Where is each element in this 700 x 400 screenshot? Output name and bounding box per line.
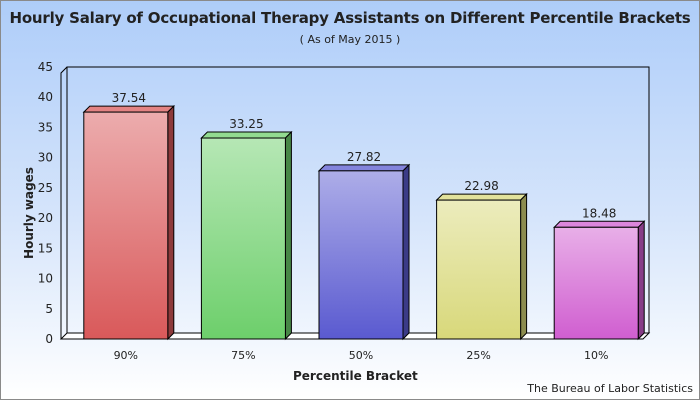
chart-title: Hourly Salary of Occupational Therapy As… [9,9,691,27]
y-tick-label: 40 [38,90,53,104]
chart-subtitle: ( As of May 2015 ) [299,33,401,46]
x-tick-label: 10% [584,349,608,362]
x-tick-label: 75% [231,349,255,362]
data-label: 33.25 [229,117,263,131]
y-tick-label: 0 [45,332,53,346]
data-label: 37.54 [112,91,146,105]
data-label: 18.48 [582,206,616,220]
data-label: 22.98 [464,179,498,193]
bar [200,130,293,341]
y-tick-label: 30 [38,151,53,165]
bar [317,163,411,341]
x-tick-label: 90% [114,349,138,362]
data-label: 27.82 [347,150,381,164]
bar [552,220,646,341]
y-tick-label: 20 [38,211,53,225]
bar [82,104,176,341]
y-tick-label: 35 [38,120,53,134]
bar [435,192,528,341]
y-tick-label: 10 [38,272,53,286]
source-note: The Bureau of Labor Statistics [527,382,693,395]
y-tick-label: 5 [45,302,53,316]
x-tick-label: 25% [466,349,490,362]
y-tick-label: 15 [38,241,53,255]
x-axis-label: Percentile Bracket [293,369,418,383]
x-tick-label: 50% [349,349,373,362]
y-tick-label: 45 [38,60,53,74]
y-tick-label: 25 [38,181,53,195]
